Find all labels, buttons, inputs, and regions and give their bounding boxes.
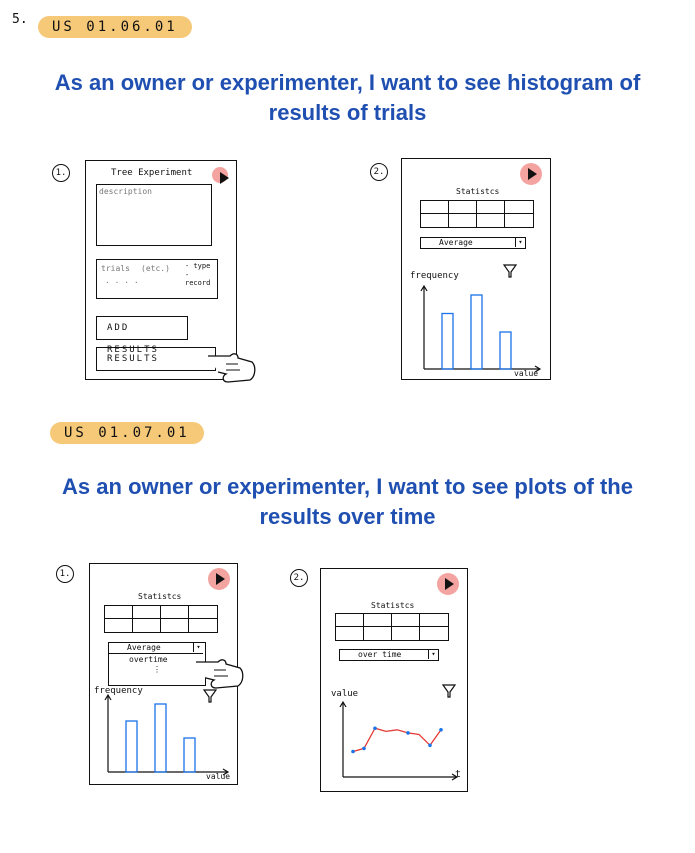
play-icon[interactable] bbox=[437, 573, 459, 595]
statistics-label: Statistcs bbox=[371, 601, 415, 610]
chevron-down-icon: ▾ bbox=[428, 649, 438, 659]
trials-type: - type bbox=[185, 262, 211, 270]
y-axis-label: value bbox=[331, 689, 359, 699]
dropdown-more: ⋮ bbox=[153, 665, 161, 674]
statistics-label: Statistcs bbox=[456, 187, 500, 196]
y-axis bbox=[104, 693, 112, 772]
story-tag: US 01.06.01 bbox=[38, 16, 192, 38]
y-axis-label: frequency bbox=[410, 271, 459, 281]
x-axis-label: value bbox=[206, 772, 231, 781]
statistics-table bbox=[335, 613, 449, 641]
dropdown-value: over time bbox=[358, 650, 402, 659]
filter-icon[interactable] bbox=[202, 688, 218, 704]
description-field[interactable]: description bbox=[96, 184, 212, 246]
tapping-hand-icon bbox=[196, 659, 244, 689]
data-point bbox=[406, 731, 410, 735]
histogram-bar bbox=[441, 312, 454, 370]
y-axis-label: frequency bbox=[94, 686, 143, 696]
statistics-table bbox=[104, 605, 218, 633]
histogram-chart bbox=[104, 693, 230, 776]
histogram-bar bbox=[154, 703, 167, 773]
x-axis-label: value bbox=[514, 369, 539, 378]
tapping-hand-icon bbox=[208, 353, 256, 383]
histogram-bar bbox=[125, 720, 138, 773]
story-number: 5. bbox=[12, 12, 28, 27]
x-axis bbox=[343, 773, 459, 781]
experiment-title: Tree Experiment bbox=[111, 168, 193, 178]
histogram-bar bbox=[470, 294, 483, 370]
chevron-down-icon: ▾ bbox=[193, 642, 203, 652]
story-tag: US 01.07.01 bbox=[50, 422, 204, 444]
data-point bbox=[428, 743, 432, 748]
phone-frame: Statistcs over time ▾ value t bbox=[320, 568, 468, 792]
add-results-button[interactable]: ADD RESULTS bbox=[96, 316, 188, 355]
filter-icon[interactable] bbox=[502, 263, 518, 279]
histogram-bar bbox=[499, 331, 512, 370]
results-button[interactable]: RESULTS bbox=[96, 347, 216, 371]
statistic-dropdown[interactable]: over time ▾ bbox=[339, 649, 439, 661]
data-point bbox=[362, 746, 366, 751]
step-badge: 2. bbox=[290, 569, 308, 587]
histogram-bar bbox=[183, 737, 196, 773]
filter-icon[interactable] bbox=[441, 683, 457, 699]
story-heading: As an owner or experimenter, I want to s… bbox=[54, 70, 641, 125]
step-badge: 1. bbox=[56, 565, 74, 583]
trials-label: trials bbox=[101, 264, 130, 273]
story-heading: As an owner or experimenter, I want to s… bbox=[62, 474, 633, 529]
dropdown-selected[interactable]: Average ▾ bbox=[109, 642, 203, 654]
trials-dots: · · · · bbox=[105, 278, 139, 287]
line-chart bbox=[339, 700, 459, 781]
trials-detail: (etc.) bbox=[141, 264, 170, 273]
chevron-down-icon: ▾ bbox=[515, 237, 525, 247]
trials-list[interactable]: trials (etc.) - type - record · · · · bbox=[96, 259, 218, 299]
statistics-table bbox=[420, 200, 534, 228]
phone-frame: Tree Experiment description trials (etc.… bbox=[85, 160, 237, 380]
x-axis-label: t bbox=[455, 769, 462, 780]
statistic-dropdown[interactable]: Average ▾ bbox=[420, 237, 526, 249]
statistic-dropdown-open[interactable]: Average ▾ overtime ⋮ bbox=[108, 642, 206, 686]
step-badge: 1. bbox=[52, 164, 70, 182]
dropdown-option-overtime[interactable]: overtime bbox=[129, 655, 168, 664]
play-icon[interactable] bbox=[208, 568, 230, 590]
dropdown-value: Average bbox=[127, 643, 161, 652]
y-axis bbox=[420, 284, 428, 369]
phone-frame: Statistcs Average ▾ frequency value bbox=[401, 158, 551, 380]
data-point bbox=[351, 749, 355, 754]
trials-record: - record bbox=[185, 271, 211, 287]
play-icon[interactable] bbox=[212, 167, 229, 184]
y-axis bbox=[339, 700, 347, 777]
statistics-label: Statistcs bbox=[138, 592, 182, 601]
series-line bbox=[352, 727, 442, 753]
data-point bbox=[373, 726, 377, 731]
histogram-chart bbox=[420, 284, 542, 373]
step-badge: 2. bbox=[370, 163, 388, 181]
description-placeholder: description bbox=[99, 187, 152, 196]
dropdown-value: Average bbox=[439, 238, 473, 247]
data-point bbox=[439, 728, 443, 732]
play-icon[interactable] bbox=[520, 163, 542, 185]
